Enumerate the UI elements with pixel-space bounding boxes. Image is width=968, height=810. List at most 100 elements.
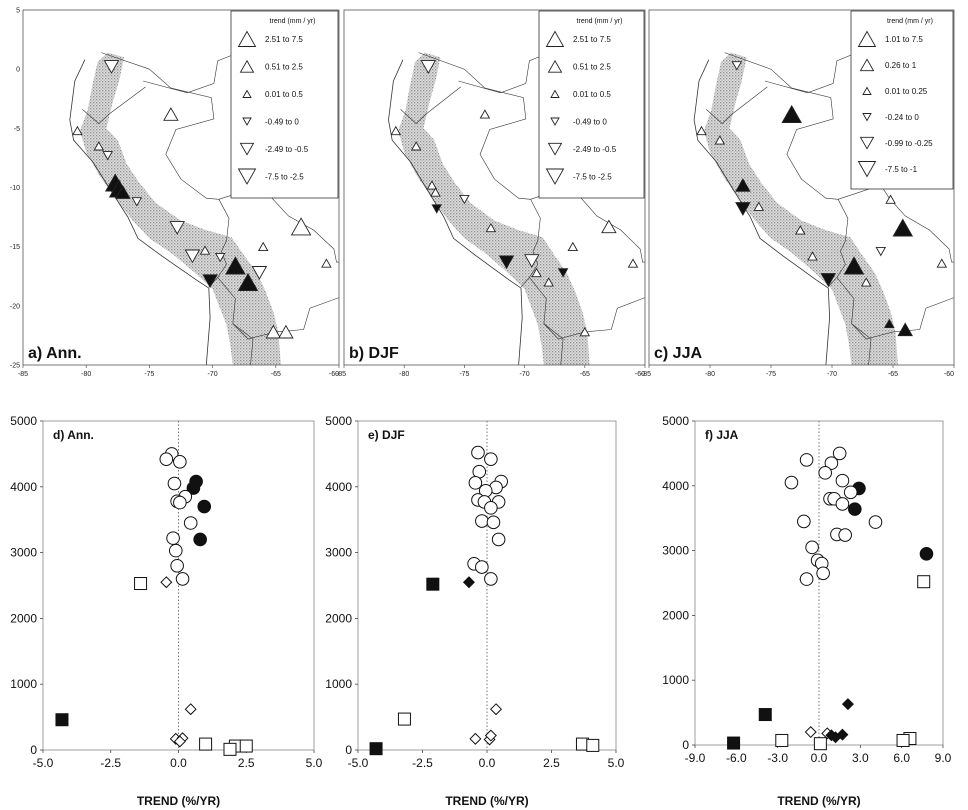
station-marker	[731, 61, 743, 71]
station-marker	[627, 258, 639, 268]
data-point-square	[775, 733, 789, 747]
x-tick-label: 5.0	[608, 756, 625, 770]
data-point-circle	[170, 558, 184, 573]
country-border	[82, 86, 146, 125]
x-tick-label: 0.0	[811, 751, 828, 765]
data-point-diamond	[160, 576, 173, 589]
x-tick-label: -80	[81, 371, 91, 378]
y-tick-label: -25	[10, 363, 20, 370]
y-tick-label: -15	[10, 244, 20, 251]
x-tick-label: -3.0	[767, 751, 788, 765]
data-point-circle	[193, 532, 207, 547]
station-marker	[93, 141, 105, 151]
x-tick-label: -85	[18, 371, 28, 378]
data-point-circle	[175, 572, 190, 586]
legend-symbol	[242, 89, 252, 98]
station-marker	[714, 135, 726, 145]
map-frame	[22, 9, 340, 366]
map-frame	[343, 9, 646, 366]
legend-range: -7.5 to -2.5	[573, 173, 612, 182]
station-marker	[390, 125, 402, 136]
station-marker	[897, 322, 913, 337]
station-marker	[199, 245, 211, 255]
station-marker	[531, 267, 542, 278]
scatter-panel: 5000 4000 3000 2000 1000 0-5.0 -2.5 0.0 2.5 5.0 TR…	[10, 414, 322, 808]
scatter-panel: 5000 4000 3000 2000 1000 0-5.0 -2.5 0.0 2.5 5.0 TR…	[325, 414, 624, 808]
data-point-square	[55, 713, 69, 727]
map-legend: trend (mm / yr) 2.51 to 7.5 0.51 to 2.5 0.0…	[230, 10, 339, 199]
data-point-circle	[173, 454, 187, 469]
station-marker	[543, 277, 554, 287]
country-border	[851, 323, 872, 365]
legend-symbol	[857, 30, 877, 47]
y-tick-label: 1000	[10, 677, 37, 691]
x-tick-label: -65	[580, 371, 590, 378]
legend-range: -2.49 to -0.5	[573, 145, 617, 154]
data-point-circle	[486, 515, 501, 530]
country-border	[724, 52, 849, 288]
y-tick-label: -10	[10, 185, 20, 192]
map-frame	[648, 9, 955, 366]
data-point-diamond	[490, 703, 503, 716]
y-tick-label: -5	[14, 126, 20, 133]
station-marker	[184, 249, 201, 264]
station-marker	[131, 197, 143, 207]
data-point-circle	[468, 476, 483, 490]
panel-label: c) JJA	[654, 345, 702, 362]
station-marker	[72, 125, 83, 136]
data-point-circle	[168, 543, 183, 558]
legend-range: 2.51 to 7.5	[573, 35, 611, 44]
legend-symbol	[239, 142, 255, 156]
panel-label: d) Ann.	[53, 428, 94, 442]
data-point-circle	[848, 502, 862, 516]
y-tick-label: 4000	[325, 480, 352, 494]
station-marker	[936, 258, 948, 268]
coastline	[693, 59, 831, 365]
x-tick-label: 6.0	[893, 751, 910, 765]
data-point-circle	[186, 481, 201, 495]
station-marker	[567, 241, 579, 252]
legend-range: -0.99 to -0.25	[885, 139, 933, 148]
station-marker	[860, 277, 872, 287]
data-point-circle	[816, 566, 830, 581]
station-marker	[426, 180, 438, 190]
x-tick-label: 2.5	[543, 756, 560, 770]
station-marker	[485, 222, 497, 233]
data-point-circle	[475, 560, 489, 574]
station-marker	[410, 141, 422, 151]
data-point-circle	[799, 453, 814, 467]
legend-range: 0.01 to 0.25	[885, 87, 928, 96]
data-point-circle	[843, 485, 858, 500]
data-point-square	[727, 736, 741, 750]
legend-range: 0.26 to 1	[885, 61, 917, 70]
data-point-circle	[167, 476, 182, 491]
legend-range: 0.51 to 2.5	[265, 63, 303, 72]
station-marker	[214, 252, 226, 263]
y-tick-label: 2000	[662, 608, 689, 622]
data-point-circle	[197, 499, 212, 514]
x-tick-label: -85	[641, 371, 651, 378]
andes-highlands	[79, 52, 281, 365]
y-tick-label: 0	[30, 743, 37, 757]
data-point-square	[239, 739, 253, 753]
station-marker	[892, 218, 914, 237]
legend-range: -7.5 to -1	[885, 165, 918, 174]
country-border	[836, 277, 954, 340]
station-marker	[163, 107, 179, 121]
data-point-circle	[835, 473, 850, 488]
x-tick-label: -70	[827, 371, 837, 378]
data-point-circle	[484, 501, 498, 515]
station-marker	[459, 194, 470, 205]
data-point-circle	[471, 445, 485, 460]
x-tick-label: -80	[399, 371, 409, 378]
x-tick-label: -85	[336, 371, 346, 378]
y-tick-label: 3000	[10, 546, 37, 560]
x-tick-label: -5.0	[348, 756, 369, 770]
x-tick-label: -80	[705, 371, 715, 378]
legend-range: 1.01 to 7.5	[885, 35, 923, 44]
data-point-circle	[173, 495, 187, 510]
station-marker	[278, 324, 294, 339]
map-panel: -85 -80 -75 -70 -65 -60 trend (mm / yr) 2.51 to…	[336, 9, 646, 378]
x-tick-label: 0.0	[170, 756, 187, 770]
